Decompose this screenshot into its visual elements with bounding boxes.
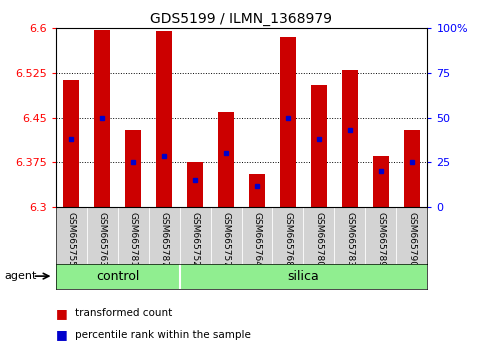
Text: GSM665757: GSM665757: [222, 212, 230, 267]
Text: control: control: [96, 270, 139, 282]
Text: GSM665789: GSM665789: [376, 212, 385, 267]
Bar: [280, 37, 296, 207]
Text: GSM665780: GSM665780: [314, 212, 324, 267]
Bar: [249, 174, 265, 207]
Bar: [187, 162, 203, 207]
Bar: [404, 130, 420, 207]
Text: silica: silica: [287, 270, 319, 282]
Bar: [311, 85, 327, 207]
Bar: [218, 112, 234, 207]
Bar: [342, 70, 358, 207]
Text: GSM665763: GSM665763: [98, 212, 107, 267]
Text: GSM665783: GSM665783: [345, 212, 355, 267]
Text: ■: ■: [56, 328, 67, 341]
Text: GSM665787: GSM665787: [159, 212, 169, 267]
Text: GSM665752: GSM665752: [190, 212, 199, 267]
Text: GSM665764: GSM665764: [253, 212, 261, 267]
Text: GDS5199 / ILMN_1368979: GDS5199 / ILMN_1368979: [151, 12, 332, 27]
Text: ■: ■: [56, 307, 67, 320]
Bar: [63, 80, 79, 207]
Text: percentile rank within the sample: percentile rank within the sample: [75, 330, 251, 339]
Text: GSM665790: GSM665790: [408, 212, 416, 267]
Text: agent: agent: [5, 271, 37, 281]
Bar: [373, 156, 389, 207]
Text: GSM665768: GSM665768: [284, 212, 293, 267]
Text: transformed count: transformed count: [75, 308, 172, 318]
Text: GSM665755: GSM665755: [67, 212, 75, 267]
Text: GSM665781: GSM665781: [128, 212, 138, 267]
Bar: [125, 130, 141, 207]
Bar: [156, 31, 172, 207]
Bar: [94, 30, 110, 207]
